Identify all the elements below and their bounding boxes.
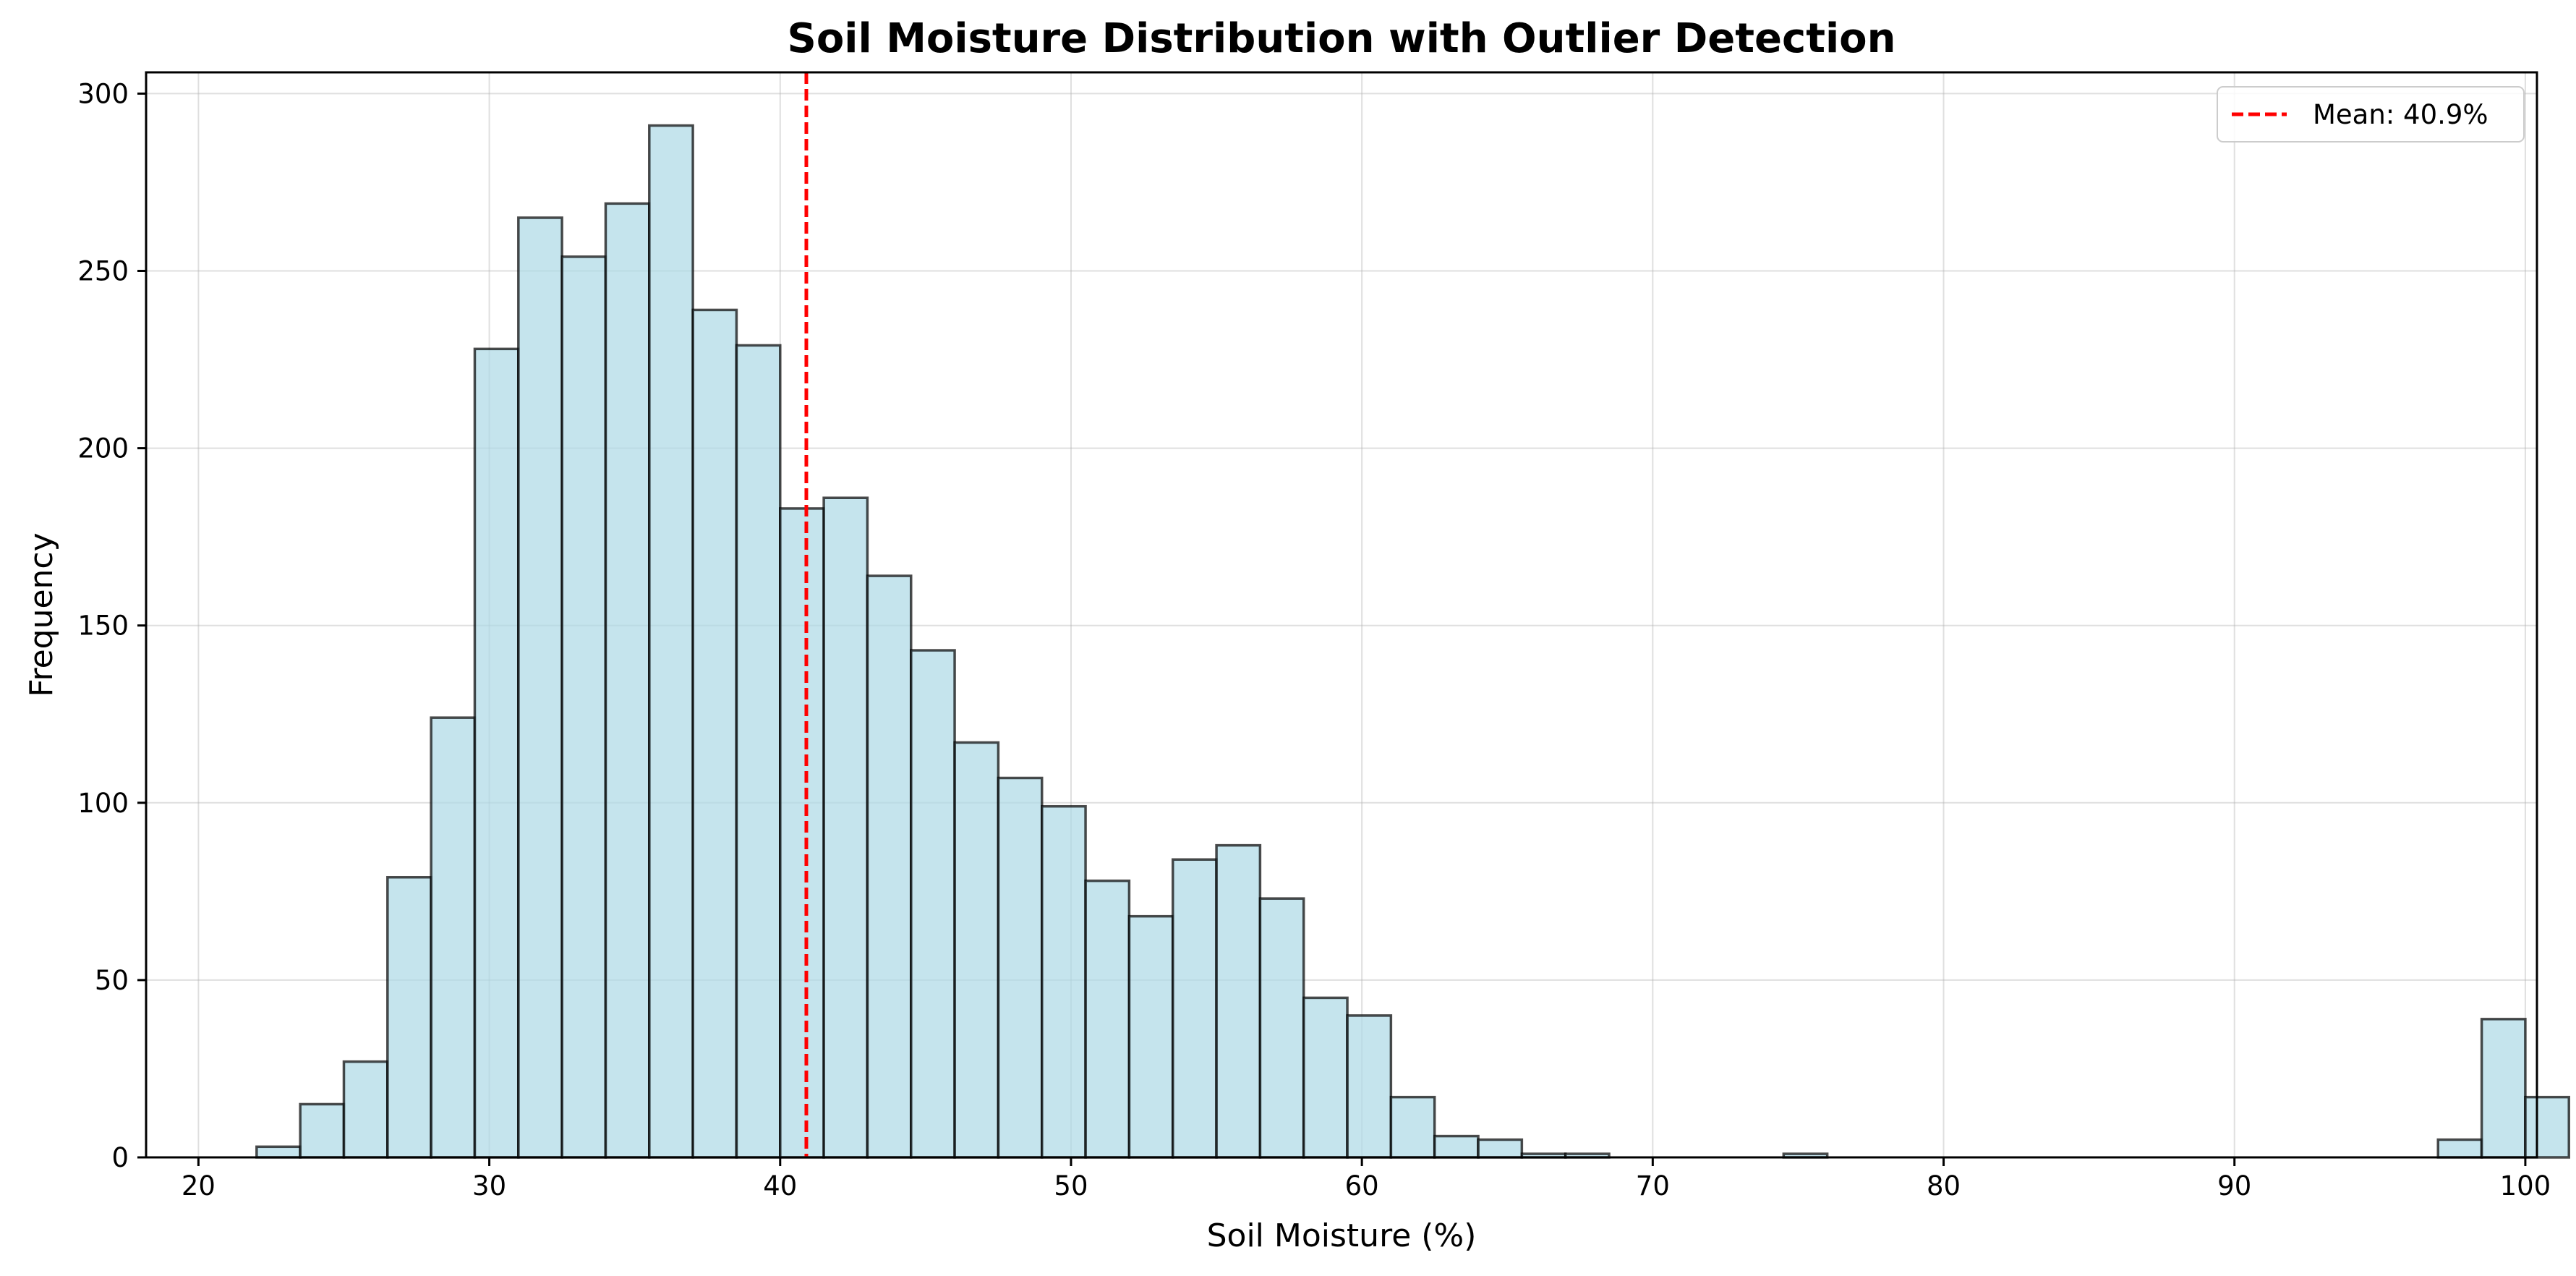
histogram-bar — [2480, 1018, 2527, 1159]
chart-title: Soil Moisture Distribution with Outlier … — [788, 15, 1896, 62]
legend: Mean: 40.9% — [2217, 86, 2525, 143]
x-tick-label: 60 — [1345, 1170, 1379, 1201]
y-tick-label: 200 — [77, 433, 129, 464]
histogram-bar — [1477, 1138, 1524, 1159]
histogram-bar — [299, 1102, 346, 1159]
histogram-bar — [1302, 996, 1349, 1159]
x-tick-label: 70 — [1636, 1170, 1670, 1201]
x-tick-label: 90 — [2217, 1170, 2251, 1201]
plot-frame — [145, 71, 2538, 1159]
y-tick-label: 300 — [77, 78, 129, 109]
histogram-bar — [1389, 1095, 1436, 1159]
axis-ticks: 20 30 40 50 60 70 80 90 100 0 50 100 150 200 250 300 — [77, 78, 2551, 1201]
y-tick-label: 100 — [77, 788, 129, 819]
histogram-bar — [1084, 879, 1131, 1159]
x-tick-label: 20 — [182, 1170, 216, 1201]
y-axis-label: Frequency — [23, 532, 60, 697]
histogram-bar — [997, 776, 1044, 1159]
legend-mean-label: Mean: 40.9% — [2313, 99, 2488, 130]
histogram-bar — [1346, 1014, 1393, 1159]
histogram-bar — [560, 255, 607, 1159]
histogram-bar — [473, 347, 520, 1159]
histogram-bar — [822, 496, 869, 1159]
histogram-bar — [910, 649, 956, 1159]
histogram-bar — [430, 716, 477, 1159]
histogram-bar — [1040, 804, 1087, 1159]
legend-box — [2217, 86, 2525, 143]
x-axis-label: Soil Moisture (%) — [1207, 1217, 1477, 1254]
x-tick-label: 30 — [472, 1170, 506, 1201]
histogram-bar — [517, 216, 563, 1159]
histogram-bar — [779, 507, 825, 1159]
histogram-bar — [604, 202, 651, 1159]
histogram-bar — [342, 1060, 389, 1159]
histogram-bar — [386, 875, 432, 1159]
histogram-bar — [1433, 1134, 1480, 1159]
x-tick-label: 50 — [1054, 1170, 1088, 1201]
histogram-bars — [255, 124, 2570, 1159]
x-tick-label: 80 — [1927, 1170, 1961, 1201]
y-tick-label: 50 — [95, 965, 129, 996]
histogram-bar — [866, 574, 913, 1159]
histogram-bar — [1171, 858, 1218, 1159]
histogram-bar — [953, 741, 1000, 1159]
y-tick-label: 250 — [77, 256, 129, 287]
histogram-bar — [735, 344, 782, 1159]
histogram-bar — [1127, 914, 1174, 1159]
x-tick-label: 100 — [2500, 1170, 2551, 1201]
histogram-bar — [1258, 897, 1305, 1159]
histogram-bar — [1215, 843, 1262, 1159]
x-tick-label: 40 — [763, 1170, 797, 1201]
histogram-bar — [2436, 1138, 2483, 1159]
y-tick-label: 150 — [77, 611, 129, 642]
histogram-bar — [255, 1145, 302, 1159]
histogram-bar — [2524, 1095, 2570, 1159]
histogram-bar — [648, 124, 694, 1159]
histogram-bar — [691, 308, 738, 1159]
y-tick-label: 0 — [111, 1142, 129, 1173]
